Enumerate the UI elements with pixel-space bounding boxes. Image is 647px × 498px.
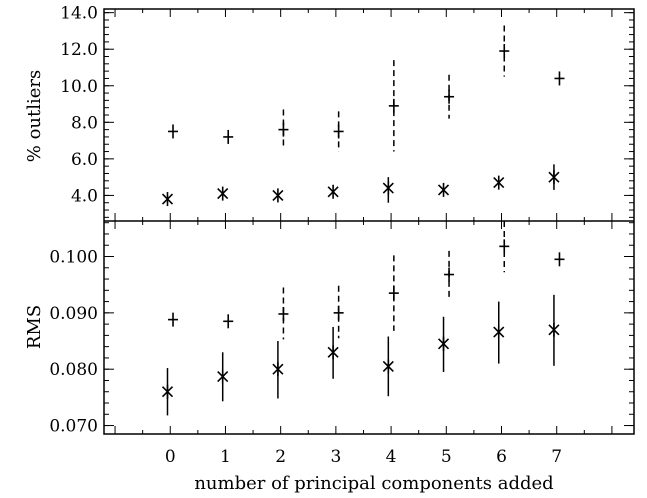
marker-diagonal (382, 360, 394, 372)
top-plus-point (444, 74, 455, 119)
y-tick-label: 4.0 (71, 186, 98, 206)
bottom-plus-point (223, 314, 234, 329)
bottom-y-axis: 0.070 0.080 0.090 0.100 (49, 221, 634, 437)
y-tick-label: 0.100 (49, 248, 98, 268)
top-asterisk-point (327, 184, 339, 199)
top-asterisk-point (161, 192, 174, 207)
top-plus-point (388, 60, 399, 152)
bottom-plus-point (388, 255, 399, 331)
bottom-panel-marks (161, 221, 565, 416)
y-tick-label: 8.0 (71, 113, 98, 133)
x-tick-label: 4 (386, 447, 397, 467)
top-y-axis-title: % outliers (24, 70, 45, 163)
marker-diagonal (327, 186, 339, 198)
top-plus-point (278, 109, 289, 148)
x-tick-label: 7 (551, 447, 562, 467)
top-plus-point (499, 25, 510, 77)
x-tick-label: 0 (165, 447, 176, 467)
y-tick-label: 10.0 (60, 77, 98, 97)
top-asterisk-point (382, 177, 394, 203)
top-plus-point (168, 124, 179, 139)
top-asterisk-point (437, 182, 450, 197)
y-tick-label: 12.0 (60, 40, 98, 60)
marker-diagonal (548, 324, 560, 336)
marker-diagonal (161, 386, 174, 398)
bottom-plus-point (278, 287, 289, 340)
bottom-plus-point (499, 221, 510, 273)
y-tick-label: 0.070 (49, 417, 98, 437)
bottom-asterisk-point (548, 294, 560, 366)
y-tick-label: 0.090 (49, 304, 98, 324)
marker-diagonal (548, 171, 560, 183)
x-tick-label: 1 (220, 447, 231, 467)
bottom-asterisk-point (272, 341, 284, 399)
bottom-plus-point (444, 250, 455, 300)
top-asterisk-point (493, 175, 505, 190)
marker-diagonal (327, 346, 339, 358)
top-plus-point (223, 129, 234, 144)
marker-diagonal (217, 370, 229, 383)
top-asterisk-point (272, 188, 284, 203)
y-tick-label: 0.080 (49, 360, 98, 380)
x-tick-label: 5 (441, 447, 452, 467)
y-tick-label: 14.0 (60, 4, 98, 24)
bottom-asterisk-point (161, 368, 174, 416)
x-tick-label: 3 (330, 447, 341, 467)
marker-diagonal (437, 184, 450, 196)
marker-diagonal (272, 363, 284, 375)
top-plus-point (554, 71, 565, 86)
top-panel-marks (161, 25, 565, 207)
bottom-asterisk-point (382, 336, 394, 397)
x-tick-label: 2 (275, 447, 286, 467)
marker-diagonal (382, 182, 394, 194)
marker-diagonal (161, 193, 174, 205)
marker-diagonal (272, 189, 284, 201)
bottom-asterisk-point (217, 352, 229, 402)
bottom-plus-point (333, 285, 344, 339)
bottom-asterisk-point (493, 301, 505, 364)
top-plus-point (333, 111, 344, 152)
x-tick-label: 6 (496, 447, 507, 467)
y-tick-label: 6.0 (71, 150, 98, 170)
top-asterisk-point (548, 164, 560, 190)
bottom-plus-point (168, 312, 179, 327)
marker-diagonal (493, 177, 505, 189)
bottom-plus-point (554, 252, 565, 267)
marker-diagonal (493, 326, 505, 338)
bottom-y-axis-title: RMS (24, 305, 45, 349)
marker-diagonal (437, 338, 450, 350)
top-asterisk-point (217, 186, 229, 201)
x-axis-title: number of principal components added (194, 473, 553, 494)
bottom-asterisk-point (327, 326, 339, 379)
marker-diagonal (217, 188, 229, 200)
x-axis: 0 1 2 3 4 5 6 7 (165, 447, 562, 467)
bottom-asterisk-point (437, 316, 450, 373)
top-y-axis: 4.0 6.0 8.0 10.0 12.0 14.0 (60, 4, 634, 221)
